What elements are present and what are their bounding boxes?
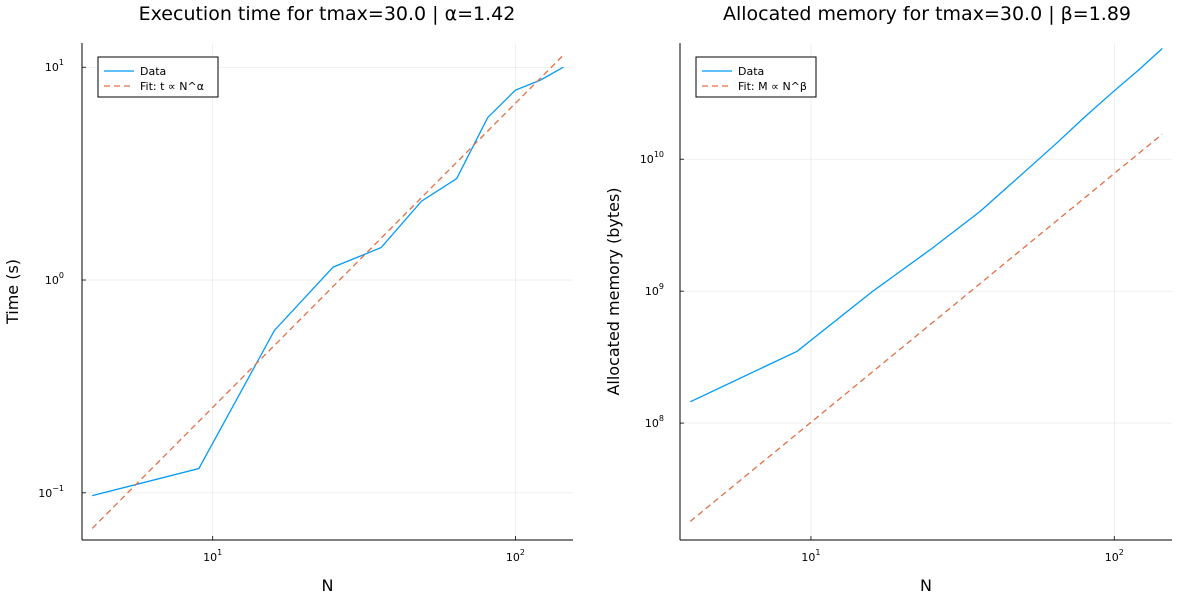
x-tick-label: 101: [801, 548, 820, 564]
x-tick-label: 101: [203, 548, 222, 564]
chart-1: Execution time for tmax=30.0 | α=1.42 101…: [3, 3, 573, 595]
legend-label: Data: [140, 65, 166, 78]
legend-box: [695, 56, 817, 98]
series-line: [689, 133, 1163, 522]
series-line: [689, 48, 1163, 403]
x-tick-label: 102: [506, 548, 525, 564]
legend-box: [97, 56, 219, 98]
chart-title: Execution time for tmax=30.0 | α=1.42: [139, 3, 516, 25]
series-line: [91, 54, 564, 529]
x-axis-label: N: [920, 576, 932, 595]
y-tick-label: 10−1: [38, 484, 64, 500]
x-axis-label: N: [322, 576, 334, 595]
x-tick-label: 102: [1105, 548, 1124, 564]
series-line: [92, 66, 564, 497]
legend: Data Fit: M ∝ N^β: [695, 56, 817, 98]
y-axis-label: Time (s): [3, 259, 22, 325]
y-tick-label: 100: [45, 271, 64, 287]
legend-label: Data: [738, 65, 764, 78]
y-tick-label: 101: [45, 58, 64, 74]
y-tick-label: 1010: [640, 150, 664, 166]
y-tick-label: 109: [645, 282, 664, 298]
legend: Data Fit: t ∝ N^α: [97, 56, 219, 98]
legend-label: Fit: M ∝ N^β: [738, 80, 807, 93]
y-axis-label: Allocated memory (bytes): [604, 187, 623, 395]
chart-2: Allocated memory for tmax=30.0 | β=1.89 1…: [604, 3, 1172, 595]
legend-label: Fit: t ∝ N^α: [140, 80, 204, 93]
y-tick-label: 108: [645, 414, 664, 430]
chart-title: Allocated memory for tmax=30.0 | β=1.89: [723, 3, 1131, 25]
